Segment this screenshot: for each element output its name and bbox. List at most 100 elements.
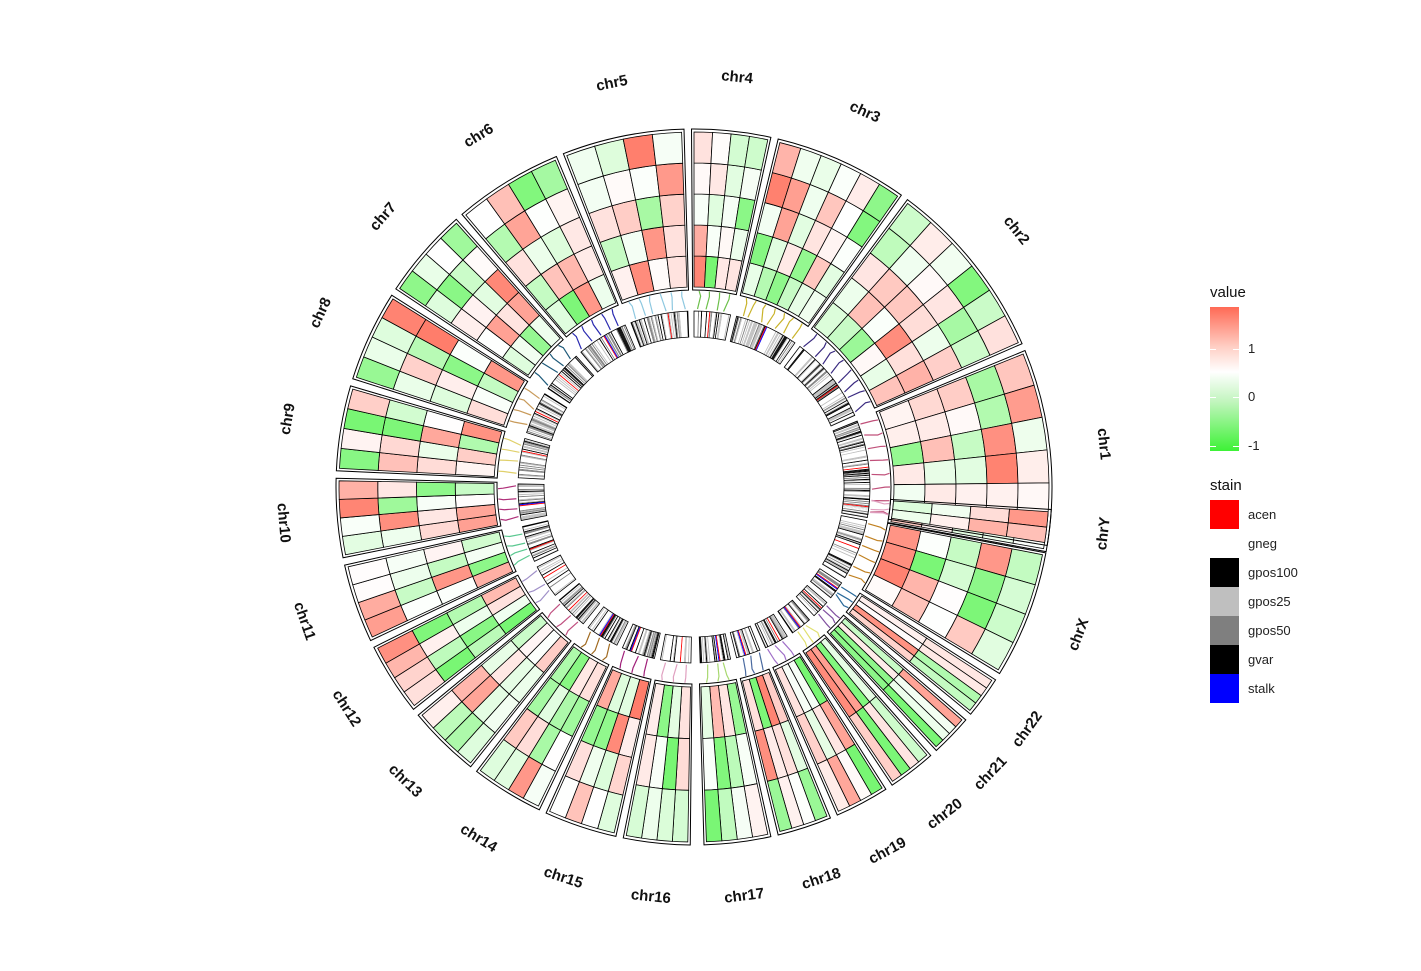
ideogram-band [822, 396, 846, 411]
heatmap-cell [622, 134, 657, 170]
sector-chr5 [562, 128, 690, 348]
ideogram-band [823, 397, 846, 412]
ideogram-band [842, 506, 869, 511]
ideogram-band [843, 492, 870, 495]
link-line [672, 664, 678, 682]
link-line [782, 641, 795, 656]
ideogram-band [760, 329, 773, 353]
link-line [758, 652, 764, 671]
ideogram-band [612, 330, 626, 355]
ideogram-band [789, 351, 808, 373]
ideogram-band [599, 613, 615, 637]
ideogram-band [518, 488, 545, 491]
sector-chr2 [783, 198, 1023, 427]
ideogram-band [518, 490, 545, 493]
heatmap-cell [954, 455, 988, 485]
ideogram-band [841, 454, 868, 461]
ideogram-band [615, 328, 629, 353]
ideogram-band [843, 477, 870, 481]
ideogram-band [842, 458, 868, 464]
ideogram-band [804, 588, 825, 607]
link-line [830, 359, 844, 374]
link-line [581, 326, 593, 342]
ideogram-band [765, 332, 780, 356]
ideogram-band [837, 436, 863, 445]
ideogram-band [667, 635, 673, 662]
ideogram-band [814, 575, 836, 593]
ideogram-band [798, 593, 818, 613]
ideogram-band [823, 398, 847, 412]
ideogram-band [843, 498, 870, 502]
ideogram-band [708, 311, 713, 338]
value-tick-label: 1 [1248, 341, 1256, 356]
ideogram-band [593, 609, 609, 632]
ideogram-band [843, 474, 870, 478]
ideogram-band [593, 341, 610, 364]
ideogram-band [673, 312, 678, 339]
heatmap-cell [862, 183, 899, 223]
ideogram-band [518, 494, 545, 498]
ideogram-band [667, 312, 673, 339]
ideogram-band [770, 335, 785, 359]
ideogram-band [825, 558, 849, 573]
heatmap-cell [659, 193, 686, 228]
link-line [591, 319, 602, 336]
link-line [826, 605, 841, 619]
ideogram-band [546, 569, 570, 585]
ideogram-band [749, 323, 760, 348]
link-line [524, 387, 540, 400]
heatmap-cell [421, 689, 463, 729]
ideogram-band [666, 635, 672, 661]
ideogram-band [803, 588, 824, 608]
ideogram-band [838, 525, 864, 534]
ideogram-band [844, 485, 871, 487]
ideogram-band [522, 446, 549, 454]
ideogram-band [582, 603, 600, 624]
link-line [498, 470, 517, 474]
ideogram-band [541, 399, 565, 413]
ideogram-band [551, 575, 574, 592]
ideogram-band [838, 526, 864, 535]
ideogram-band [651, 632, 659, 659]
ideogram-band [530, 541, 555, 552]
heatmap-cell [347, 557, 391, 586]
ideogram-band [843, 500, 870, 505]
ideogram-band [840, 447, 866, 455]
ideogram-band [518, 491, 545, 494]
ideogram-band [820, 392, 844, 408]
ideogram-band [843, 484, 870, 487]
ideogram-frame [517, 437, 551, 480]
link-line [681, 291, 686, 310]
ideogram-band [733, 317, 742, 343]
ideogram-band [718, 313, 724, 340]
ideogram-frame [832, 420, 871, 519]
ideogram-band [732, 317, 741, 343]
heatmap-cell [816, 759, 851, 812]
ideogram-band [530, 542, 555, 553]
heatmap-frame [690, 128, 772, 296]
ideogram-band [770, 615, 785, 639]
ideogram-band [784, 606, 801, 628]
ideogram-band [549, 386, 572, 402]
ideogram-band [637, 629, 647, 655]
ideogram-band [839, 446, 866, 454]
ideogram-band [550, 384, 573, 401]
ideogram-band [822, 395, 845, 410]
ideogram-band [527, 535, 553, 546]
ideogram-frame [547, 355, 595, 404]
ideogram-band [560, 584, 581, 603]
ideogram-band [816, 573, 839, 589]
ideogram-band [677, 636, 681, 663]
ideogram-band [828, 551, 853, 565]
ideogram-band [759, 621, 773, 646]
ideogram-band [843, 470, 870, 474]
ideogram-band [823, 562, 846, 577]
ideogram-band [736, 318, 745, 344]
link-line [661, 662, 667, 681]
ideogram-band [842, 465, 869, 470]
ideogram-band [523, 523, 549, 531]
ideogram-band [700, 636, 704, 663]
ideogram-band [787, 603, 805, 625]
ideogram-band [837, 434, 863, 444]
